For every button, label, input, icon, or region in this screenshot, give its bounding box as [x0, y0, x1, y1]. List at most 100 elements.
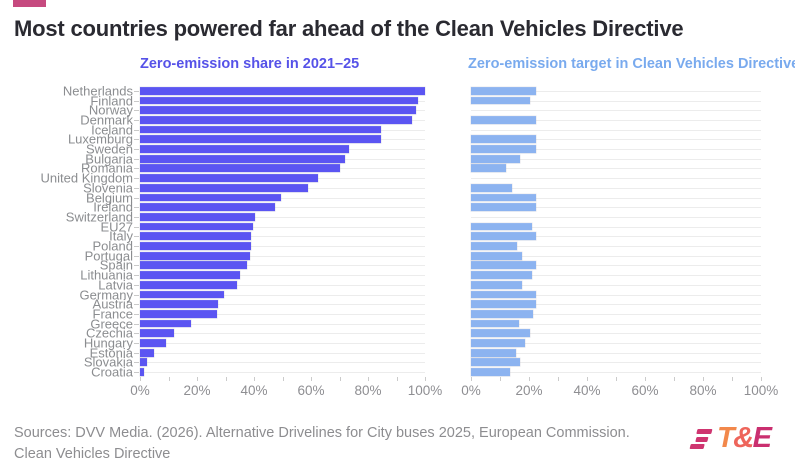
category-row: Luxemburg	[0, 133, 795, 146]
category-row: Slovakia	[0, 356, 795, 369]
category-row: Lithuania	[0, 269, 795, 282]
category-label: Ireland	[93, 199, 133, 215]
target-bar-germany	[471, 290, 537, 299]
target-bar-slovenia	[471, 183, 512, 192]
category-tick	[134, 255, 139, 257]
category-tick	[134, 168, 139, 170]
category-tick	[134, 149, 139, 151]
brand-accent-bar	[13, 0, 46, 7]
share-bar-france	[140, 310, 217, 318]
gridline	[471, 119, 761, 121]
x-axis-tick	[311, 377, 312, 381]
target-bar-belgium	[471, 193, 537, 202]
category-label: Austria	[92, 296, 133, 312]
target-bar-spain	[471, 261, 537, 270]
category-tick	[134, 265, 139, 267]
share-bar-spain	[140, 261, 247, 270]
te-logo-text: T&E	[717, 422, 772, 454]
category-row: Switzerland	[0, 210, 795, 223]
share-bar-latvia	[140, 280, 237, 289]
gridline	[140, 352, 425, 354]
category-label: Poland	[92, 238, 133, 254]
category-tick	[134, 158, 139, 160]
te-logo: T&E	[689, 422, 772, 454]
category-label: Estonia	[89, 345, 133, 361]
category-tick	[134, 313, 139, 315]
category-label: Norway	[88, 102, 133, 118]
gridline	[471, 90, 761, 92]
gridline	[471, 246, 761, 248]
gridline	[471, 168, 761, 170]
gridline	[471, 139, 761, 141]
share-bar-germany	[140, 290, 225, 299]
category-label: France	[92, 306, 133, 322]
category-label: Greece	[90, 316, 133, 332]
gridline	[471, 304, 761, 306]
category-tick	[134, 372, 139, 374]
share-bar-switzerland	[140, 213, 256, 221]
category-tick	[134, 352, 139, 354]
category-row: Austria	[0, 296, 795, 312]
source-line-2: Clean Vehicles Directive	[14, 446, 171, 462]
share-bar-greece	[140, 319, 192, 328]
category-row: Norway	[0, 102, 795, 118]
category-label: Germany	[79, 287, 133, 303]
category-label: Finland	[90, 93, 133, 109]
gridline	[140, 323, 425, 325]
target-bar-italy	[471, 232, 537, 241]
target-bar-sweden	[471, 145, 537, 153]
gridline	[471, 255, 761, 257]
chart-title: Most countries powered far ahead of the …	[14, 16, 684, 41]
x-axis-label: 80%	[689, 383, 717, 398]
category-row: Finland	[0, 93, 795, 109]
category-row: Bulgaria	[0, 152, 795, 165]
category-row: Sweden	[0, 143, 795, 156]
category-label: Portugal	[84, 248, 133, 264]
target-bar-romania	[471, 164, 506, 173]
category-tick	[134, 226, 139, 228]
share-bar-croatia	[140, 368, 145, 377]
share-bar-slovakia	[140, 358, 148, 367]
category-row: Romania	[0, 162, 795, 175]
x-axis-label: 100%	[407, 383, 443, 398]
category-tick	[134, 216, 139, 218]
category-row: Croatia	[0, 366, 795, 379]
share-bar-finland	[140, 96, 418, 105]
x-axis-tick	[471, 377, 472, 381]
share-bar-portugal	[140, 251, 250, 260]
x-axis-tick	[587, 377, 588, 381]
share-bar-italy	[140, 232, 252, 241]
x-axis-tick	[282, 377, 284, 381]
share-bar-netherlands	[140, 86, 425, 95]
category-tick	[134, 304, 139, 306]
category-label: Hungary	[83, 335, 133, 351]
category-label: Belgium	[86, 190, 133, 206]
x-axis-tick	[168, 377, 170, 381]
te-logo-stripes-icon	[689, 428, 713, 449]
gridline	[471, 216, 761, 218]
share-bar-iceland	[140, 125, 381, 134]
gridline	[140, 333, 425, 335]
x-axis-tick	[368, 377, 369, 381]
category-row: Estonia	[0, 345, 795, 361]
right-panel-subtitle: Zero-emission target in Clean Vehicles D…	[468, 56, 795, 72]
target-bar-poland	[471, 242, 518, 250]
share-bar-bulgaria	[140, 154, 346, 163]
category-row: Portugal	[0, 248, 795, 264]
share-bar-ireland	[140, 203, 276, 212]
target-bar-czechia	[471, 329, 531, 338]
logo-letter-e: E	[752, 422, 772, 454]
gridline	[140, 304, 425, 306]
category-label: Latvia	[98, 277, 133, 293]
category-tick	[134, 129, 139, 131]
gridline	[140, 284, 425, 286]
category-row: Slovenia	[0, 181, 795, 194]
gridline	[471, 323, 761, 325]
logo-letter-amp: &	[733, 422, 754, 454]
target-bar-ireland	[471, 203, 537, 212]
category-tick	[134, 139, 139, 141]
gridline	[471, 178, 761, 180]
target-bar-hungary	[471, 339, 525, 347]
category-tick	[134, 90, 139, 92]
